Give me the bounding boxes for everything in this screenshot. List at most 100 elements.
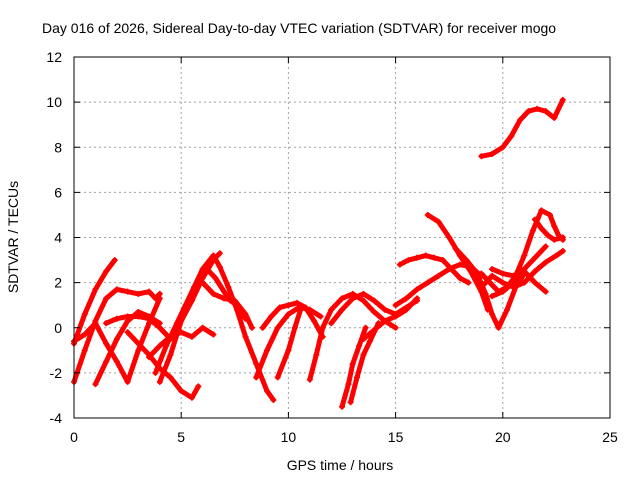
data-point-marker xyxy=(167,351,174,358)
data-point-marker xyxy=(531,254,538,261)
data-point-marker xyxy=(499,288,506,295)
data-point-marker xyxy=(156,342,163,349)
data-point-marker xyxy=(311,317,318,324)
data-point-marker xyxy=(113,315,120,322)
series-line xyxy=(275,304,304,380)
y-tick-label: -2 xyxy=(50,365,63,381)
data-point-marker xyxy=(542,259,549,266)
data-point-marker xyxy=(306,376,313,383)
data-point-marker xyxy=(553,252,560,259)
data-point-marker xyxy=(263,347,270,354)
data-point-marker xyxy=(508,132,515,139)
series-track-14 xyxy=(274,304,305,381)
data-point-marker xyxy=(313,351,320,358)
series-line xyxy=(489,268,549,299)
data-point-marker xyxy=(285,311,292,318)
data-point-marker xyxy=(529,227,536,234)
series-track-26 xyxy=(489,268,549,300)
series-line xyxy=(152,253,276,403)
data-point-marker xyxy=(328,306,335,313)
data-point-marker xyxy=(242,333,249,340)
data-point-marker xyxy=(135,313,142,320)
series-track-29 xyxy=(478,96,566,160)
series-line xyxy=(489,244,549,279)
data-point-marker xyxy=(210,331,217,338)
series-track-19 xyxy=(360,295,421,343)
data-point-marker xyxy=(81,331,88,338)
data-point-marker xyxy=(319,324,326,331)
y-tick-label: -4 xyxy=(50,410,63,426)
data-point-marker xyxy=(347,399,354,406)
y-tick-label: 8 xyxy=(54,139,62,155)
data-point-marker xyxy=(103,295,110,302)
series-track-07 xyxy=(156,250,223,385)
data-point-marker xyxy=(525,108,532,115)
axis-ticks: 0 5 10 15 20 25 -4 -2 0 2 4 6 8 10 12 xyxy=(46,49,618,445)
data-point-marker xyxy=(111,257,118,264)
data-point-marker xyxy=(146,315,153,322)
data-point-marker xyxy=(403,306,410,313)
data-point-marker xyxy=(124,313,131,320)
data-point-marker xyxy=(534,105,541,112)
data-point-marker xyxy=(489,311,496,318)
y-tick-label: 10 xyxy=(46,94,62,110)
x-tick-label: 20 xyxy=(495,429,511,445)
series-track-27 xyxy=(489,243,549,279)
data-point-marker xyxy=(516,117,523,124)
data-point-marker xyxy=(285,302,292,309)
data-point-marker xyxy=(210,290,217,297)
x-axis-label: GPS time / hours xyxy=(287,457,394,473)
data-point-marker xyxy=(489,293,496,300)
data-point-marker xyxy=(135,290,142,297)
data-point-marker xyxy=(559,234,566,241)
data-point-marker xyxy=(489,266,496,273)
data-point-marker xyxy=(163,342,170,349)
data-point-marker xyxy=(103,340,110,347)
data-point-marker xyxy=(489,151,496,158)
data-point-marker xyxy=(456,275,463,282)
data-point-marker xyxy=(544,232,551,239)
data-point-marker xyxy=(531,216,538,223)
y-tick-label: 2 xyxy=(54,275,62,291)
data-point-marker xyxy=(405,257,412,264)
data-point-marker xyxy=(381,306,388,313)
data-point-marker xyxy=(298,304,305,311)
data-point-marker xyxy=(482,290,489,297)
data-series xyxy=(71,96,566,410)
data-point-marker xyxy=(435,272,442,279)
data-point-marker xyxy=(422,252,429,259)
x-tick-label: 0 xyxy=(70,429,78,445)
y-tick-label: 0 xyxy=(54,320,62,336)
data-point-marker xyxy=(188,394,195,401)
data-point-marker xyxy=(328,320,335,327)
series-track-01 xyxy=(71,257,118,347)
data-point-marker xyxy=(339,295,345,302)
data-point-marker xyxy=(360,336,367,343)
data-point-marker xyxy=(124,378,131,385)
data-point-marker xyxy=(403,295,410,302)
data-point-marker xyxy=(463,257,470,264)
data-point-marker xyxy=(396,261,403,268)
data-point-marker xyxy=(521,266,528,273)
data-point-marker xyxy=(538,207,545,214)
data-point-marker xyxy=(542,288,549,295)
data-point-marker xyxy=(242,315,249,322)
data-point-marker xyxy=(339,306,345,313)
data-point-marker xyxy=(546,211,553,218)
data-point-marker xyxy=(216,250,223,257)
data-point-marker xyxy=(538,225,545,232)
series-track-08 xyxy=(152,252,277,403)
series-line xyxy=(71,286,163,385)
data-point-marker xyxy=(81,347,88,354)
data-point-marker xyxy=(156,324,163,331)
data-point-marker xyxy=(499,270,506,277)
data-point-marker xyxy=(81,311,88,318)
data-point-marker xyxy=(182,302,189,309)
data-point-marker xyxy=(510,272,517,279)
data-point-marker xyxy=(435,218,442,225)
data-point-marker xyxy=(178,387,185,394)
data-point-marker xyxy=(452,245,459,252)
data-point-marker xyxy=(146,288,153,295)
